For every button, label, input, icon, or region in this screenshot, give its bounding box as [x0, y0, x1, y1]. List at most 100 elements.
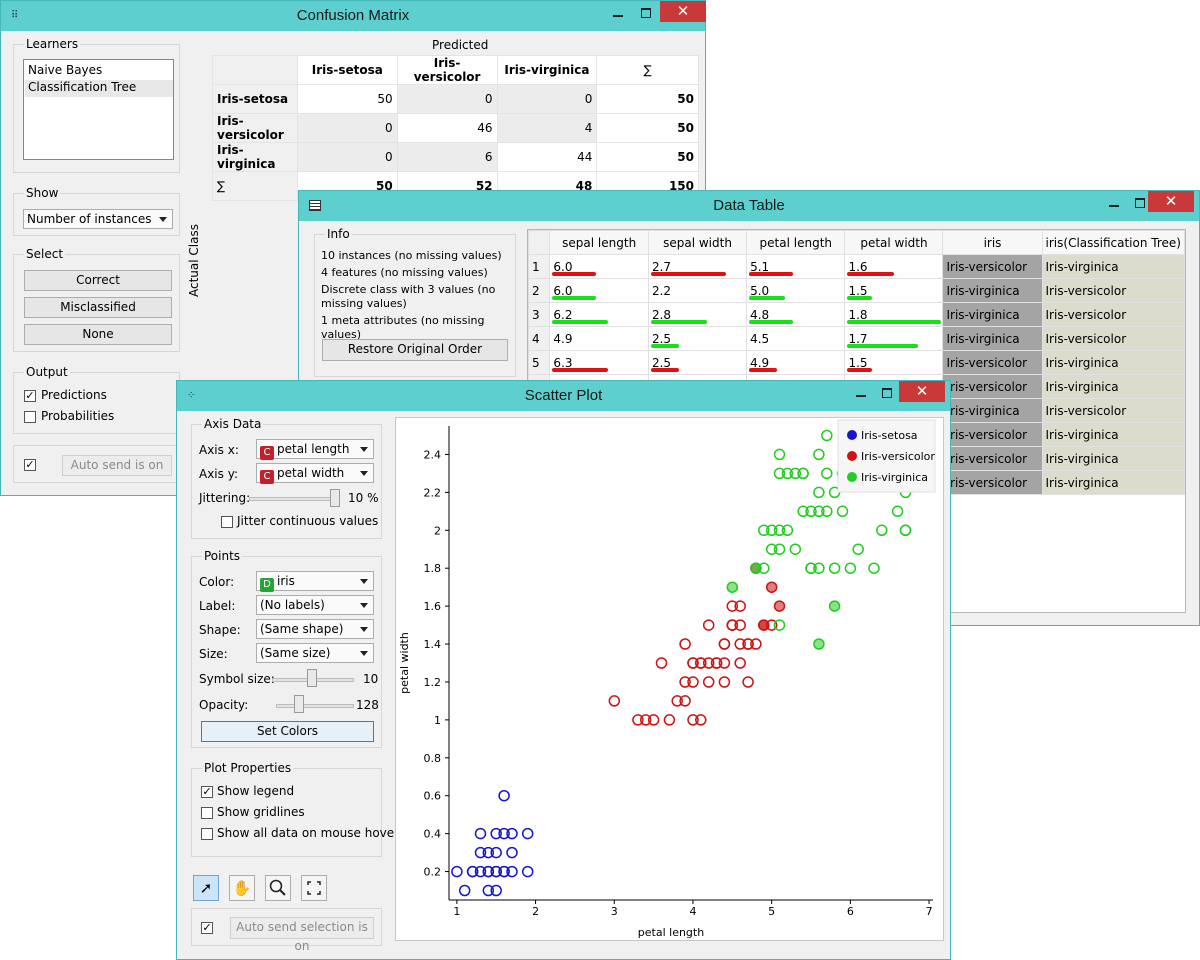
class-cell[interactable]: Iris-versicolor: [942, 422, 1043, 447]
prediction-cell[interactable]: Iris-virginica: [1041, 422, 1186, 447]
confusion-titlebar[interactable]: ⠿ Confusion Matrix ✕: [1, 1, 706, 31]
auto-send-button[interactable]: Auto send is on: [62, 455, 172, 476]
close-button[interactable]: ✕: [660, 1, 706, 22]
learner-item[interactable]: Classification Tree: [25, 80, 173, 97]
table-cell[interactable]: 5.1: [746, 254, 846, 279]
table-cell[interactable]: 1.5: [844, 350, 944, 375]
column-header[interactable]: sepal length: [549, 230, 649, 255]
table-row[interactable]: 1 6.0 2.7 5.1 1.6 Iris-versicolor Iris-virgini…: [527, 254, 1186, 279]
class-cell[interactable]: Iris-virginica: [942, 278, 1043, 303]
matrix-cell[interactable]: 0: [396, 84, 498, 114]
class-cell[interactable]: Iris-versicolor: [942, 374, 1043, 399]
show-all-data-checkbox[interactable]: [201, 828, 213, 840]
plot-area[interactable]: 1 2 3 4 5 6 7 0.2 0.4 0.6 0.8 1 1.2 1.4 1.6 1.8 2 2.2 2.4 p…: [395, 417, 944, 941]
size-combo[interactable]: (Same size): [256, 643, 374, 663]
column-header[interactable]: petal width: [844, 230, 944, 255]
table-cell[interactable]: 4.8: [746, 302, 846, 327]
matrix-cell[interactable]: 0: [296, 113, 398, 143]
matrix-cell[interactable]: 46: [396, 113, 498, 143]
table-cell[interactable]: 2.8: [647, 302, 748, 327]
close-button[interactable]: ✕: [1148, 191, 1194, 212]
table-cell[interactable]: 1.6: [844, 254, 944, 279]
jittering-slider[interactable]: [249, 497, 339, 501]
prediction-cell[interactable]: Iris-virginica: [1041, 470, 1186, 495]
class-cell[interactable]: Iris-virginica: [942, 302, 1043, 327]
show-gridlines-checkbox[interactable]: [201, 807, 213, 819]
minimize-button[interactable]: [1103, 195, 1125, 213]
table-row[interactable]: 3 6.2 2.8 4.8 1.8 Iris-virginica Iris-versicol…: [527, 302, 1186, 327]
class-cell[interactable]: Iris-virginica: [942, 326, 1043, 351]
minimize-button[interactable]: [850, 385, 872, 403]
prediction-cell[interactable]: Iris-versicolor: [1041, 326, 1186, 351]
datatable-titlebar[interactable]: Data Table ✕: [299, 191, 1199, 221]
table-cell[interactable]: 6.0: [549, 254, 649, 279]
learner-item[interactable]: Naive Bayes: [28, 63, 103, 77]
prediction-cell[interactable]: Iris-virginica: [1041, 350, 1186, 375]
auto-send-selection-checkbox[interactable]: ✓: [201, 921, 213, 934]
table-cell[interactable]: 1.8: [844, 302, 944, 327]
table-cell[interactable]: 2.7: [647, 254, 748, 279]
scatter-titlebar[interactable]: ⁘ Scatter Plot ✕: [177, 381, 950, 411]
prediction-cell[interactable]: Iris-virginica: [1041, 374, 1186, 399]
correct-button[interactable]: Correct: [24, 270, 172, 291]
class-cell[interactable]: Iris-versicolor: [942, 350, 1043, 375]
learners-list[interactable]: Naive Bayes Classification Tree: [23, 59, 174, 160]
prediction-cell[interactable]: Iris-virginica: [1041, 254, 1186, 279]
auto-send-checkbox[interactable]: ✓: [24, 458, 36, 471]
class-cell[interactable]: Iris-versicolor: [942, 470, 1043, 495]
table-cell[interactable]: 6.3: [549, 350, 649, 375]
show-combo[interactable]: Number of instances: [23, 209, 173, 229]
table-cell[interactable]: 2.5: [647, 350, 748, 375]
matrix-cell[interactable]: 4: [496, 113, 598, 143]
table-cell[interactable]: 1.7: [844, 326, 944, 351]
prediction-cell[interactable]: Iris-virginica: [1041, 446, 1186, 471]
scatter-chart[interactable]: 1 2 3 4 5 6 7 0.2 0.4 0.6 0.8 1 1.2 1.4 1.6 1.8 2 2.2 2.4 p…: [396, 418, 943, 940]
table-cell[interactable]: 4.9: [549, 326, 649, 351]
table-cell[interactable]: 6.2: [549, 302, 649, 327]
restore-order-button[interactable]: Restore Original Order: [322, 339, 508, 361]
table-cell[interactable]: 1.5: [844, 278, 944, 303]
probabilities-checkbox[interactable]: [24, 411, 36, 423]
close-button[interactable]: ✕: [899, 381, 945, 402]
maximize-button[interactable]: [635, 5, 657, 23]
column-header[interactable]: iris: [942, 230, 1043, 255]
table-row[interactable]: 2 6.0 2.2 5.0 1.5 Iris-virginica Iris-versicol…: [527, 278, 1186, 303]
opacity-slider-handle[interactable]: [294, 695, 304, 713]
label-combo[interactable]: (No labels): [256, 595, 374, 615]
prediction-cell[interactable]: Iris-versicolor: [1041, 278, 1186, 303]
show-legend-checkbox[interactable]: ✓: [201, 785, 213, 798]
jitter-continuous-checkbox[interactable]: [221, 516, 233, 528]
select-tool-button[interactable]: ➚: [193, 875, 219, 901]
reset-zoom-button[interactable]: [301, 875, 327, 901]
misclassified-button[interactable]: Misclassified: [24, 297, 172, 318]
table-cell[interactable]: 2.5: [647, 326, 748, 351]
table-cell[interactable]: 4.5: [746, 326, 846, 351]
matrix-cell[interactable]: 44: [496, 142, 598, 172]
maximize-button[interactable]: [1129, 195, 1151, 213]
table-row[interactable]: 5 6.3 2.5 4.9 1.5 Iris-versicolor Iris-virgini…: [527, 350, 1186, 375]
jittering-slider-handle[interactable]: [330, 489, 340, 507]
minimize-button[interactable]: [607, 5, 629, 23]
matrix-cell[interactable]: 6: [396, 142, 498, 172]
matrix-cell[interactable]: 0: [296, 142, 398, 172]
opacity-slider[interactable]: [276, 704, 354, 708]
matrix-cell[interactable]: 50: [296, 84, 398, 114]
auto-send-selection-button[interactable]: Auto send selection is on: [230, 917, 374, 953]
symbol-size-slider-handle[interactable]: [307, 669, 317, 687]
column-header[interactable]: iris(Classification Tree): [1041, 230, 1186, 255]
column-header[interactable]: sepal width: [647, 230, 748, 255]
table-cell[interactable]: 4.9: [746, 350, 846, 375]
table-cell[interactable]: 2.2: [647, 278, 748, 303]
prediction-cell[interactable]: Iris-versicolor: [1041, 302, 1186, 327]
pan-tool-button[interactable]: ✋: [229, 875, 255, 901]
table-row[interactable]: 4 4.9 2.5 4.5 1.7 Iris-virginica Iris-versicol…: [527, 326, 1186, 351]
none-button[interactable]: None: [24, 324, 172, 345]
table-cell[interactable]: 5.0: [746, 278, 846, 303]
class-cell[interactable]: Iris-versicolor: [942, 254, 1043, 279]
matrix-cell[interactable]: 0: [496, 84, 598, 114]
column-header[interactable]: petal length: [746, 230, 846, 255]
class-cell[interactable]: Iris-virginica: [942, 398, 1043, 423]
